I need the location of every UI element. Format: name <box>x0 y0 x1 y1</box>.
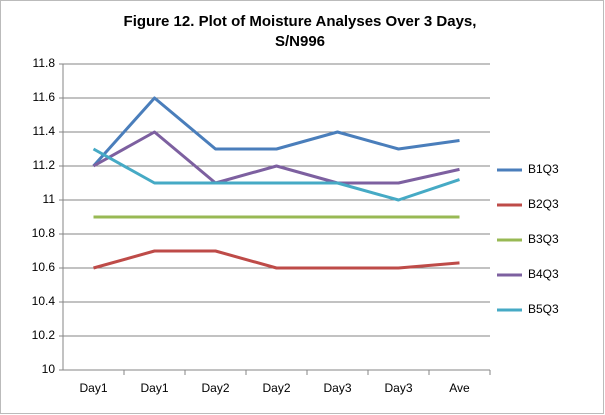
y-tick-label: 11.4 <box>33 124 56 138</box>
chart-title: S/N996 <box>275 33 325 50</box>
x-tick-label: Day2 <box>262 381 290 395</box>
y-tick-label: 11.2 <box>33 158 56 172</box>
y-tick-label: 10.6 <box>32 260 56 274</box>
y-tick-label: 10.8 <box>32 226 56 240</box>
x-tick-label: Ave <box>449 381 470 395</box>
legend-label: B3Q3 <box>528 232 559 246</box>
y-tick-label: 10.4 <box>32 294 56 308</box>
series-line <box>92 130 460 185</box>
y-tick-label: 11.8 <box>33 56 56 70</box>
x-tick-label: Day3 <box>323 381 351 395</box>
legend-label: B4Q3 <box>528 267 559 281</box>
legend-label: B2Q3 <box>528 197 559 211</box>
x-tick-label: Day3 <box>384 381 412 395</box>
series-line <box>93 249 460 270</box>
y-tick-label: 10 <box>42 362 56 376</box>
x-tick-label: Day2 <box>201 381 229 395</box>
series-line <box>92 96 460 168</box>
y-tick-label: 11.6 <box>33 90 56 104</box>
y-tick-label: 10.2 <box>32 328 56 342</box>
x-tick-label: Day1 <box>79 381 107 395</box>
chart-title: Figure 12. Plot of Moisture Analyses Ove… <box>124 13 477 30</box>
series-line <box>92 147 460 202</box>
legend-label: B5Q3 <box>528 302 559 316</box>
y-tick-label: 11 <box>43 192 56 206</box>
x-tick-label: Day1 <box>140 381 168 395</box>
legend-label: B1Q3 <box>528 162 559 176</box>
